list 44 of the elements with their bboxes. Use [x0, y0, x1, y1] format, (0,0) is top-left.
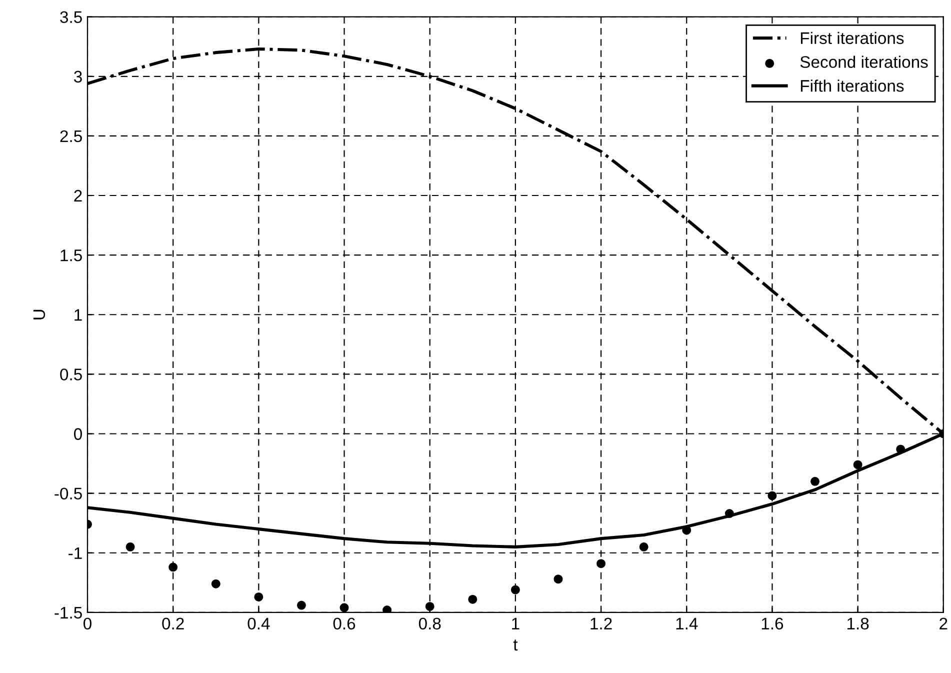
y-axis-title: U [33, 310, 46, 320]
x-tick-label: 0 [84, 618, 92, 630]
point [510, 585, 520, 594]
point [468, 594, 478, 604]
legend-label: Second iterations [800, 56, 928, 68]
x-tick-label: 1 [512, 618, 520, 630]
point [126, 542, 135, 552]
x-tick-label: 1.4 [676, 618, 698, 630]
x-tick-label: 0.6 [333, 618, 356, 630]
x-tick-label: 1.8 [847, 618, 869, 630]
x-axis-title: t [513, 640, 518, 651]
y-tick-label: 3.5 [60, 11, 82, 24]
point [639, 542, 648, 552]
y-tick-label: 3 [74, 70, 82, 83]
point [340, 603, 349, 612]
point [211, 579, 220, 588]
y-tick-label: 0.5 [60, 368, 82, 380]
point [425, 602, 434, 611]
x-tick-label: 1.2 [590, 618, 612, 630]
y-tick-label: 2 [74, 190, 82, 202]
point [853, 460, 862, 470]
point [554, 574, 563, 584]
point [768, 491, 777, 500]
x-tick-label: 0.2 [162, 618, 184, 630]
point [168, 562, 178, 572]
x-tick-label: 0.4 [248, 618, 270, 630]
y-tick-label: -1 [68, 547, 82, 559]
y-tick-label: -1.5 [54, 607, 82, 619]
point [382, 606, 392, 612]
legend-label: First iterations [800, 32, 904, 44]
point [810, 476, 820, 486]
point [254, 592, 264, 602]
y-tick-label: 1 [74, 309, 82, 321]
x-tick-label: 2 [940, 618, 948, 630]
y-tick-label: -0.5 [54, 488, 82, 500]
x-tick-label: 1.6 [762, 618, 784, 630]
point [296, 600, 306, 610]
legend-label: Fifth iterations [800, 80, 904, 92]
y-tick-label: 1.5 [60, 250, 82, 262]
y-tick-label: 2.5 [60, 130, 82, 142]
point [724, 509, 734, 518]
x-tick-label: 0.8 [418, 618, 441, 630]
y-tick-label: 0 [74, 428, 82, 440]
point [596, 559, 606, 568]
